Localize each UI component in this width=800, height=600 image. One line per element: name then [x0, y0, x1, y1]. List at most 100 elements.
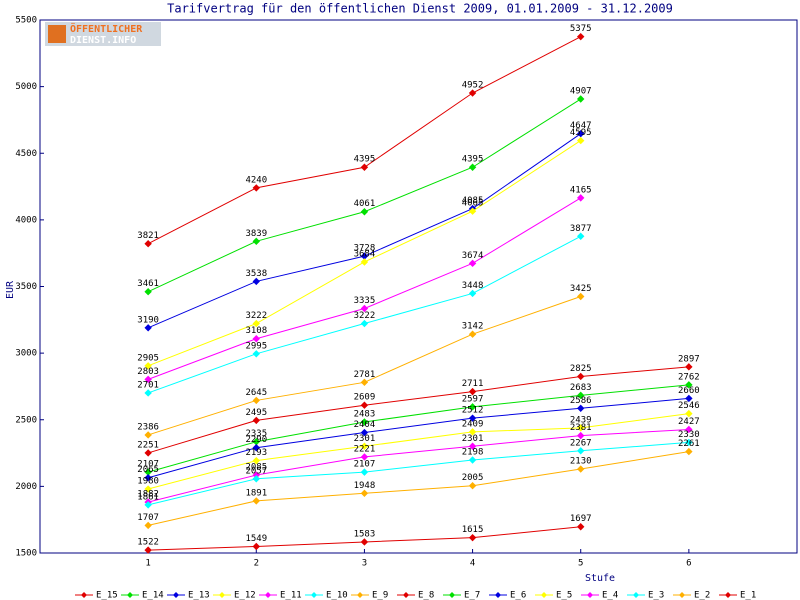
data-label: 2057: [245, 466, 267, 476]
legend-marker: [357, 592, 363, 598]
data-label: 1861: [137, 492, 159, 502]
data-label: 4395: [354, 155, 376, 165]
point: [144, 501, 152, 509]
point: [577, 129, 585, 138]
legend-marker: [403, 592, 409, 598]
legend-label: E_4: [602, 591, 618, 600]
legend-label: E_6: [510, 591, 526, 600]
point: [360, 418, 369, 426]
data-label: 2483: [354, 410, 376, 420]
data-label: 2409: [462, 419, 484, 429]
legend-marker: [587, 592, 593, 598]
legend-label: E_13: [188, 591, 210, 600]
point: [252, 475, 260, 483]
legend-label: E_9: [372, 591, 388, 600]
point: [360, 252, 369, 260]
data-label: 2597: [462, 394, 484, 404]
point: [577, 232, 585, 240]
point: [577, 404, 585, 412]
data-label: 2221: [354, 444, 376, 454]
series-line: [148, 428, 689, 503]
point: [685, 409, 693, 418]
data-label: 2065: [137, 465, 159, 475]
y-tick-label: 5500: [15, 16, 37, 26]
y-tick-label: 3000: [15, 349, 37, 359]
point: [468, 403, 477, 411]
point: [577, 194, 585, 202]
legend-label: E_10: [326, 591, 348, 600]
x-tick-label: 6: [686, 559, 691, 569]
legend-marker: [265, 592, 271, 598]
point: [360, 163, 369, 171]
data-label: 2609: [354, 393, 376, 403]
series-line: [148, 413, 689, 490]
data-label: 2107: [137, 460, 159, 470]
point: [360, 453, 369, 461]
data-label: 2193: [245, 448, 267, 458]
data-label: 2546: [678, 401, 700, 411]
data-label: 3821: [137, 231, 159, 241]
data-label: 3222: [354, 311, 376, 321]
legend-marker: [541, 592, 547, 598]
point: [360, 538, 369, 546]
legend-label: E_15: [96, 591, 118, 600]
point: [252, 277, 260, 286]
legend-label: E_7: [464, 591, 480, 600]
data-label: 2711: [462, 379, 484, 389]
data-label: 2825: [570, 364, 592, 374]
point: [577, 136, 585, 145]
data-label: 2495: [245, 408, 267, 418]
point: [468, 89, 477, 97]
y-tick-label: 2000: [15, 482, 37, 492]
point: [252, 542, 260, 551]
data-label: 2905: [137, 353, 159, 363]
data-label: 1707: [137, 513, 159, 523]
data-label: 2267: [570, 438, 592, 448]
point: [468, 330, 477, 338]
point: [144, 362, 152, 370]
point: [685, 363, 693, 371]
point: [360, 442, 369, 450]
point: [360, 208, 369, 216]
point: [468, 533, 477, 542]
point: [252, 416, 260, 425]
point: [577, 391, 585, 400]
point: [252, 184, 260, 192]
data-label: 4952: [462, 81, 484, 91]
chart-title: Tarifvertrag für den öffentlichen Dienst…: [167, 2, 673, 16]
legend-label: E_14: [142, 591, 164, 600]
legend-label: E_8: [418, 591, 434, 600]
data-label: 4395: [462, 155, 484, 165]
point: [144, 485, 152, 493]
data-label: 4907: [570, 87, 592, 97]
legend-label: E_11: [280, 591, 302, 600]
data-label: 2330: [678, 430, 700, 440]
legend-marker: [633, 592, 639, 598]
point: [468, 428, 477, 436]
data-label: 4061: [354, 199, 376, 209]
data-label: 2781: [354, 370, 376, 380]
legend-marker: [449, 592, 455, 598]
point: [577, 424, 585, 432]
point: [252, 237, 260, 246]
data-label: 1583: [354, 529, 376, 539]
data-label: 2701: [137, 380, 159, 390]
data-label: 2198: [462, 447, 484, 457]
data-label: 1615: [462, 525, 484, 535]
point: [685, 425, 693, 434]
point: [252, 350, 260, 358]
data-label: 3335: [354, 296, 376, 306]
series-line: [147, 366, 689, 454]
data-label: 4595: [570, 128, 592, 138]
legend-marker: [311, 592, 317, 598]
point: [144, 324, 152, 332]
data-label: 2251: [137, 440, 159, 450]
point: [577, 372, 585, 381]
point: [577, 465, 585, 473]
data-label: 4065: [462, 199, 484, 209]
point: [252, 335, 260, 343]
legend-marker: [81, 592, 87, 598]
y-tick-label: 3500: [15, 282, 37, 292]
